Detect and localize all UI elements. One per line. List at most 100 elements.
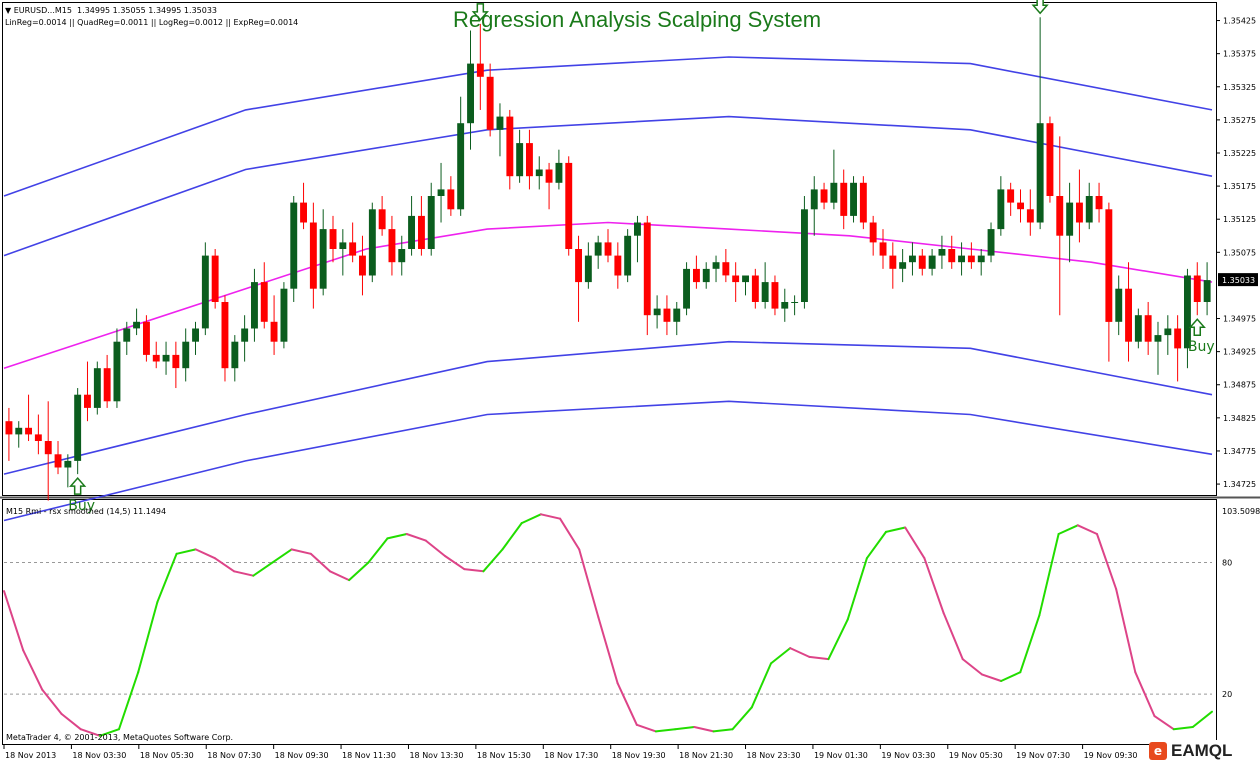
osc-segment <box>635 723 657 733</box>
osc-segment <box>539 513 562 520</box>
indicator-name: M15 Rmi - rsx smoothed (14,5) 11.1494 <box>6 507 166 516</box>
candle-body <box>5 421 13 435</box>
price-tick-label: 1.35125 <box>1223 215 1256 224</box>
osc-segment <box>980 673 1003 682</box>
osc-segment <box>98 728 120 737</box>
candle-body <box>251 282 258 329</box>
indicator-axis-label: 80 <box>1222 559 1232 568</box>
osc-segment <box>175 548 197 555</box>
candle-body <box>801 209 808 302</box>
price-axis: 1.35425 1.35375 1.35325 1.35275 1.35225 1.351… <box>1216 17 1258 489</box>
candle-body <box>830 182 838 203</box>
time-tick-label: 18 Nov 05:30 <box>140 751 194 760</box>
osc-segment <box>1172 726 1194 731</box>
osc-segment <box>329 570 351 582</box>
candle-body <box>604 242 612 256</box>
candle-body <box>663 308 671 322</box>
time-tick-label: 18 Nov 09:30 <box>275 751 329 760</box>
candle-body <box>486 76 494 130</box>
osc-segment <box>616 682 638 726</box>
candle-body <box>378 209 386 230</box>
osc-segment <box>271 548 293 564</box>
osc-segment <box>1000 671 1022 682</box>
osc-segment <box>693 726 715 733</box>
candle-body <box>339 242 347 249</box>
candle-body <box>123 328 131 342</box>
candle-body <box>702 268 710 283</box>
time-tick-label: 18 Nov 17:30 <box>544 751 598 760</box>
indicator-axis-label: 103.5098 <box>1222 507 1260 516</box>
oscillator-series <box>3 513 1213 737</box>
osc-segment <box>424 539 446 557</box>
price-tick-label: 1.34925 <box>1223 348 1256 357</box>
osc-segment <box>118 671 140 731</box>
candle-body <box>44 441 52 455</box>
candle-body <box>742 275 749 283</box>
buy-label: Buy <box>1188 339 1215 355</box>
price-tick-label: 1.35425 <box>1223 17 1256 26</box>
candle-body <box>467 63 474 124</box>
osc-segment <box>60 712 82 731</box>
candle-body <box>938 249 946 256</box>
candle-body <box>143 321 150 355</box>
candle-body <box>791 302 799 303</box>
price-tick-label: 1.35075 <box>1223 248 1256 257</box>
osc-segment <box>22 649 44 691</box>
time-tick-label: 19 Nov 01:30 <box>814 751 868 760</box>
osc-segment <box>827 618 849 661</box>
osc-segment <box>3 590 25 652</box>
candle-body <box>722 262 730 276</box>
candle-body <box>408 215 415 249</box>
sell-arrow-icon <box>1031 0 1049 15</box>
candle-body <box>74 394 82 461</box>
osc-segment <box>961 658 983 676</box>
candle-body <box>113 341 121 402</box>
osc-segment <box>501 522 523 551</box>
candle-body <box>506 116 514 177</box>
osc-segment <box>923 557 945 614</box>
channel-line <box>3 340 1213 475</box>
osc-segment <box>386 533 408 540</box>
eamql-logo: e EAMQL <box>1149 740 1257 761</box>
current-price-tag <box>1218 273 1258 287</box>
osc-segment <box>1057 524 1079 535</box>
candle-body <box>1134 315 1142 342</box>
candle-body <box>1007 189 1015 203</box>
price-tick-label: 1.34825 <box>1223 414 1256 423</box>
candle-body <box>162 354 170 362</box>
candle-body <box>1193 275 1201 302</box>
osc-segment <box>444 555 466 571</box>
price-tick-label: 1.35175 <box>1223 182 1256 191</box>
candle-body <box>192 328 199 342</box>
candle-body <box>634 222 641 236</box>
osc-segment <box>1153 715 1175 731</box>
candle-body <box>1056 196 1064 236</box>
price-tick-label: 1.34725 <box>1223 480 1256 489</box>
candle-body <box>418 215 425 249</box>
candle-body <box>398 249 406 263</box>
indicator-axis: 103.5098 80 20 <box>1222 507 1260 699</box>
osc-segment <box>865 530 887 560</box>
candle-body <box>1046 123 1054 196</box>
candle-body <box>103 368 111 402</box>
candle-body <box>93 368 101 408</box>
logo-mark-icon: e <box>1149 741 1167 760</box>
osc-segment <box>1076 524 1098 535</box>
candle-body <box>859 182 867 223</box>
osc-segment <box>213 557 236 573</box>
candle-body <box>584 255 592 283</box>
candle-body <box>575 249 582 283</box>
candle-body <box>781 302 789 309</box>
osc-segment <box>808 655 830 661</box>
candle-body <box>280 288 288 342</box>
candle-body <box>967 255 975 263</box>
price-tick-label: 1.35375 <box>1223 50 1256 59</box>
osc-segment <box>654 728 677 733</box>
price-tick-label: 1.35325 <box>1223 83 1256 92</box>
candle-body <box>643 222 651 316</box>
time-tick-label: 18 Nov 13:30 <box>409 751 463 760</box>
time-tick-label: 18 Nov 11:30 <box>342 751 396 760</box>
indicator-pane-border <box>2 499 1217 745</box>
osc-segment <box>1134 671 1156 718</box>
